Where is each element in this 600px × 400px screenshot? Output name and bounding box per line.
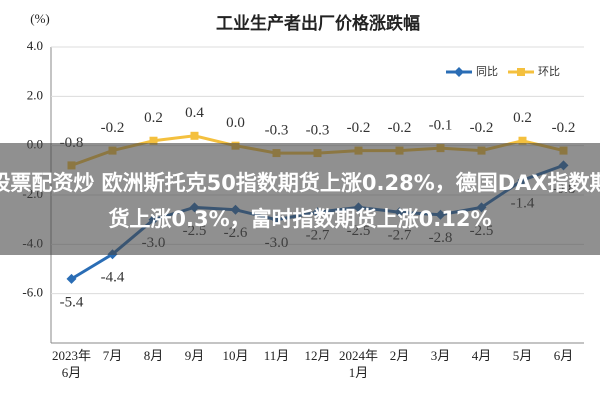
- data-label: 0.4: [185, 105, 204, 121]
- x-tick-label: 10月: [222, 348, 249, 363]
- data-label: -0.2: [347, 120, 371, 136]
- data-label: -0.2: [101, 120, 125, 136]
- chart-title: 工业生产者出厂价格涨跌幅: [216, 13, 420, 34]
- x-tick-label: 12月: [304, 348, 331, 363]
- data-label: -0.3: [306, 123, 330, 139]
- data-label: -5.4: [60, 294, 84, 310]
- y-axis-label: (%): [30, 11, 50, 26]
- data-label: -4.4: [101, 270, 125, 286]
- data-point: [518, 136, 527, 145]
- x-tick-label: 11月: [263, 348, 290, 363]
- x-tick-label: 3月: [430, 348, 451, 363]
- legend-marker: [517, 68, 525, 76]
- data-label: 0.2: [144, 110, 163, 126]
- x-tick-label: 2月: [389, 348, 410, 363]
- x-tick-label: 7月: [102, 348, 123, 363]
- data-label: -0.2: [552, 120, 576, 136]
- x-tick-label: 5月: [512, 348, 533, 363]
- x-tick-label: 2024年 1月: [338, 348, 378, 380]
- y-tick-label: 2.0: [27, 87, 43, 102]
- data-label: -0.1: [429, 118, 453, 134]
- data-point: [149, 136, 158, 145]
- x-tick-label: 2023年 6月: [51, 348, 91, 380]
- y-tick-label: -6.0: [22, 285, 43, 300]
- legend-label: 同比: [476, 65, 498, 78]
- data-label: 0.0: [226, 115, 245, 131]
- y-tick-label: 4.0: [27, 38, 43, 53]
- x-tick-label: 9月: [184, 348, 205, 363]
- data-label: -0.2: [470, 120, 494, 136]
- x-tick-label: 6月: [553, 348, 574, 363]
- legend-label: 环比: [538, 65, 560, 78]
- data-label: -0.2: [388, 120, 412, 136]
- data-point: [66, 273, 77, 284]
- overlay-banner: 股票配资炒 欧洲斯托克50指数期货上涨0.28%，德国DAX指数期货上涨0.3%…: [0, 143, 600, 255]
- x-tick-label: 8月: [143, 348, 164, 363]
- data-point: [190, 131, 199, 140]
- x-tick-label: 4月: [471, 348, 492, 363]
- overlay-text: 股票配资炒 欧洲斯托克50指数期货上涨0.28%，德国DAX指数期货上涨0.3%…: [0, 171, 600, 231]
- data-label: -0.3: [265, 123, 289, 139]
- legend-marker: [454, 67, 464, 77]
- data-label: 0.2: [513, 110, 532, 126]
